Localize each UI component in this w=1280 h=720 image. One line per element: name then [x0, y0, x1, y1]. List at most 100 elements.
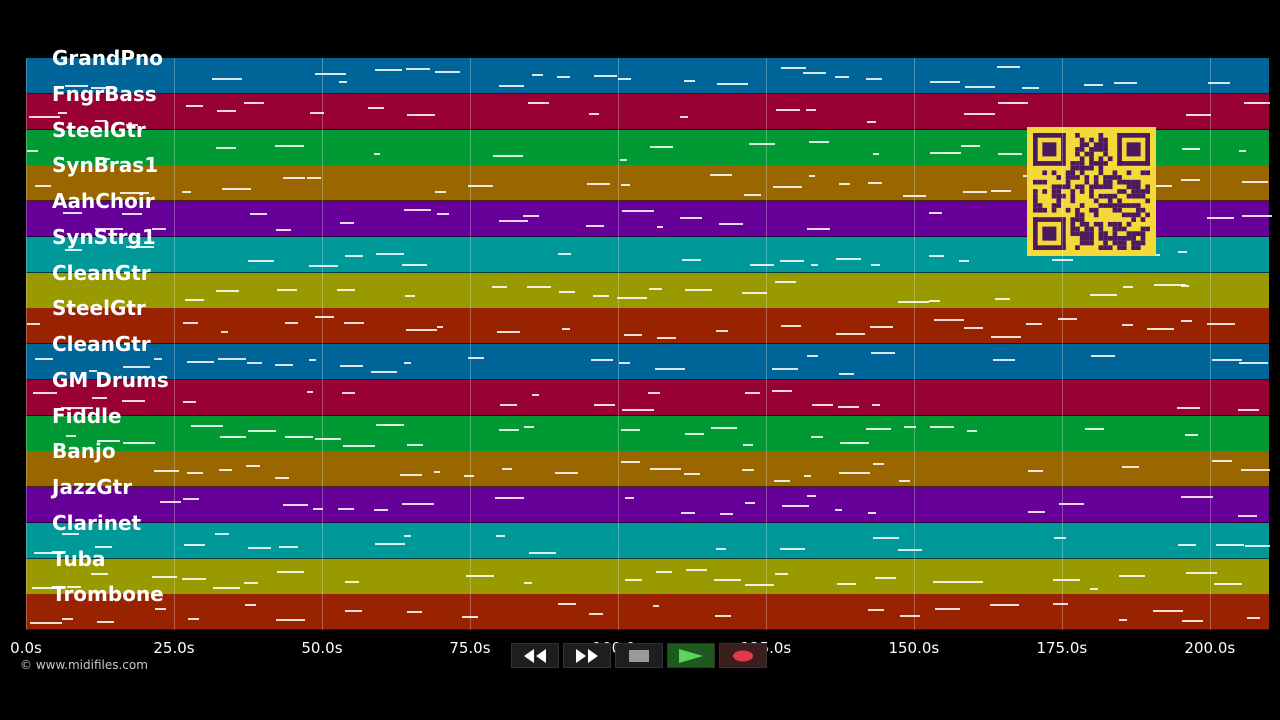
note-mark: [898, 479, 911, 482]
track-label: FngrBass: [52, 81, 157, 106]
note-mark: [744, 391, 761, 394]
gridline: [913, 58, 915, 630]
track-label: Fiddle: [52, 403, 122, 428]
note-mark: [337, 288, 355, 291]
note-mark: [898, 548, 922, 551]
note-mark: [306, 391, 313, 394]
note-mark: [89, 369, 98, 372]
note-mark: [773, 186, 802, 189]
note-mark: [625, 496, 634, 499]
gridline: [765, 58, 767, 630]
note-mark: [523, 214, 540, 217]
note-mark: [275, 477, 290, 480]
note-mark: [66, 434, 77, 437]
note-mark: [405, 295, 416, 298]
note-mark: [222, 187, 251, 190]
note-mark: [929, 81, 960, 84]
note-mark: [499, 84, 525, 87]
note-mark: [836, 582, 856, 585]
note-mark: [279, 546, 299, 548]
note-mark: [26, 323, 40, 326]
gridline: [1061, 58, 1063, 630]
note-mark: [437, 326, 444, 329]
time-tick-label: 150.0s: [888, 639, 940, 657]
fast-forward-button[interactable]: [563, 643, 611, 668]
note-mark: [406, 329, 438, 332]
note-mark: [870, 352, 896, 355]
note-mark: [774, 479, 790, 482]
play-button[interactable]: [667, 643, 715, 668]
note-mark: [1212, 359, 1243, 362]
note-mark: [401, 264, 428, 267]
note-mark: [345, 255, 364, 258]
note-mark: [95, 546, 113, 549]
note-mark: [1243, 102, 1271, 105]
note-mark: [244, 604, 257, 607]
note-mark: [1091, 354, 1116, 357]
note-mark: [34, 552, 55, 555]
note-mark: [433, 470, 440, 473]
note-mark: [745, 584, 775, 587]
note-mark: [67, 586, 82, 589]
rewind-button[interactable]: [511, 643, 559, 668]
note-mark: [866, 427, 892, 430]
note-mark: [1152, 610, 1184, 613]
note-mark: [868, 609, 884, 612]
note-mark: [1238, 515, 1257, 518]
stop-button[interactable]: [615, 643, 663, 668]
note-mark: [958, 259, 969, 262]
note-mark: [465, 574, 495, 577]
note-mark: [1237, 408, 1259, 411]
note-mark: [30, 621, 63, 624]
note-mark: [1181, 284, 1190, 287]
note-mark: [468, 356, 485, 359]
note-mark: [557, 75, 571, 78]
note-mark: [96, 440, 121, 443]
note-mark: [866, 121, 877, 124]
note-mark: [1246, 617, 1260, 620]
record-button[interactable]: [719, 643, 767, 668]
gridline: [26, 58, 27, 630]
note-mark: [122, 399, 145, 402]
note-mark: [871, 403, 881, 406]
note-mark: [403, 361, 412, 364]
note-mark: [992, 359, 1016, 362]
note-mark: [1058, 503, 1085, 506]
note-mark: [1121, 466, 1140, 469]
note-mark: [874, 577, 897, 580]
note-mark: [343, 444, 375, 447]
note-mark: [714, 614, 732, 617]
note-mark: [904, 425, 916, 428]
note-mark: [1239, 150, 1247, 153]
note-mark: [63, 211, 82, 214]
note-mark: [1181, 178, 1201, 181]
track-label: Trombone: [52, 582, 164, 607]
note-mark: [64, 85, 89, 88]
note-mark: [159, 501, 181, 504]
note-mark: [649, 145, 674, 148]
note-mark: [683, 472, 700, 475]
note-mark: [344, 321, 364, 324]
note-mark: [374, 152, 381, 155]
time-tick-label: 25.0s: [153, 639, 195, 657]
note-mark: [780, 67, 806, 70]
note-mark: [808, 141, 830, 144]
note-mark: [374, 509, 388, 512]
track-label: AahChoir: [52, 189, 155, 213]
transport-controls: [511, 643, 769, 670]
note-mark: [554, 471, 579, 474]
note-mark: [404, 209, 431, 212]
note-mark: [529, 552, 556, 555]
note-mark: [248, 547, 272, 550]
note-mark: [966, 430, 978, 433]
note-mark: [743, 194, 762, 197]
note-mark: [191, 425, 223, 428]
note-mark: [935, 607, 961, 610]
record-icon: [733, 650, 753, 661]
note-mark: [803, 71, 826, 74]
track-row: [26, 58, 1269, 94]
note-mark: [1089, 293, 1117, 296]
note-mark: [684, 288, 713, 291]
note-mark: [34, 357, 54, 360]
note-mark: [774, 281, 796, 284]
